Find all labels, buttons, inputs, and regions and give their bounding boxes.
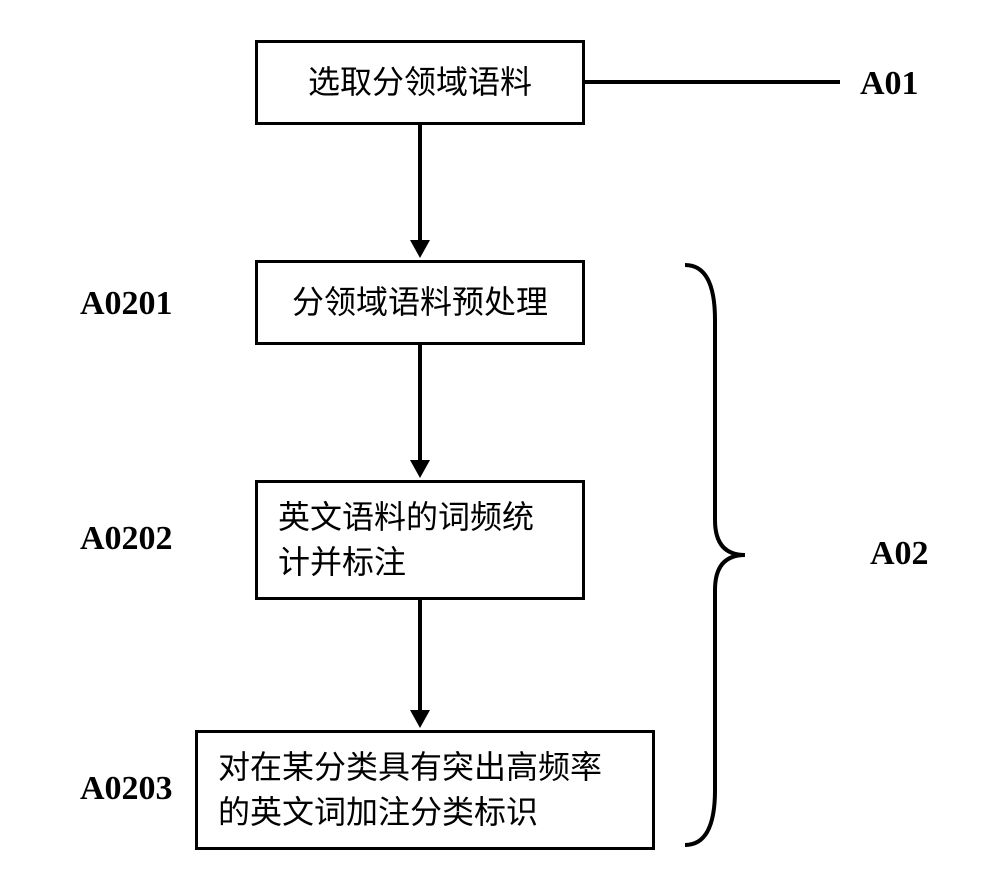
label-a01: A01: [860, 65, 919, 103]
connector-a01: [585, 80, 840, 84]
brace-a02: [675, 260, 755, 850]
arrow-head-2-3: [410, 460, 430, 478]
flowchart-box-2: 分领域语料预处理: [255, 260, 585, 345]
arrow-2-3: [418, 345, 422, 460]
flowchart-box-4: 对在某分类具有突出高频率的英文词加注分类标识: [195, 730, 655, 850]
box-2-text: 分领域语料预处理: [292, 280, 548, 325]
arrow-head-1-2: [410, 240, 430, 258]
label-a02: A02: [870, 535, 929, 573]
box-3-text: 英文语料的词频统计并标注: [278, 495, 562, 585]
flowchart-box-3: 英文语料的词频统计并标注: [255, 480, 585, 600]
arrow-head-3-4: [410, 710, 430, 728]
label-a0203: A0203: [80, 770, 173, 808]
arrow-1-2: [418, 125, 422, 240]
label-a0202: A0202: [80, 520, 173, 558]
arrow-3-4: [418, 600, 422, 710]
label-a0201: A0201: [80, 285, 173, 323]
box-4-text: 对在某分类具有突出高频率的英文词加注分类标识: [218, 745, 632, 835]
box-1-text: 选取分领域语料: [308, 60, 532, 105]
flowchart-box-1: 选取分领域语料: [255, 40, 585, 125]
